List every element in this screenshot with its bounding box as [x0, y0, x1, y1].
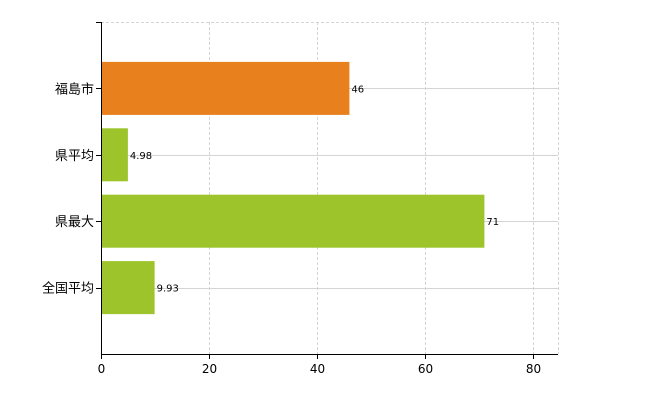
y-tick-label: 福島市 [55, 81, 94, 97]
data-label: 71 [486, 217, 499, 228]
bar [101, 261, 155, 315]
y-tick-label: 全国平均 [42, 281, 94, 297]
x-tick-label: 20 [202, 362, 217, 376]
y-tick-label: 県平均 [55, 149, 94, 164]
x-tick-label: 80 [526, 362, 541, 376]
data-label: 46 [351, 84, 364, 95]
y-tick-label: 県最大 [55, 215, 94, 230]
bar [101, 128, 128, 182]
data-label: 4.98 [130, 151, 152, 162]
x-tick-label: 40 [310, 362, 325, 376]
x-tick-label: 0 [98, 362, 106, 376]
data-label: 9.93 [157, 284, 179, 295]
x-tick-label: 60 [418, 362, 433, 376]
bar [101, 61, 350, 115]
bar [101, 194, 485, 248]
